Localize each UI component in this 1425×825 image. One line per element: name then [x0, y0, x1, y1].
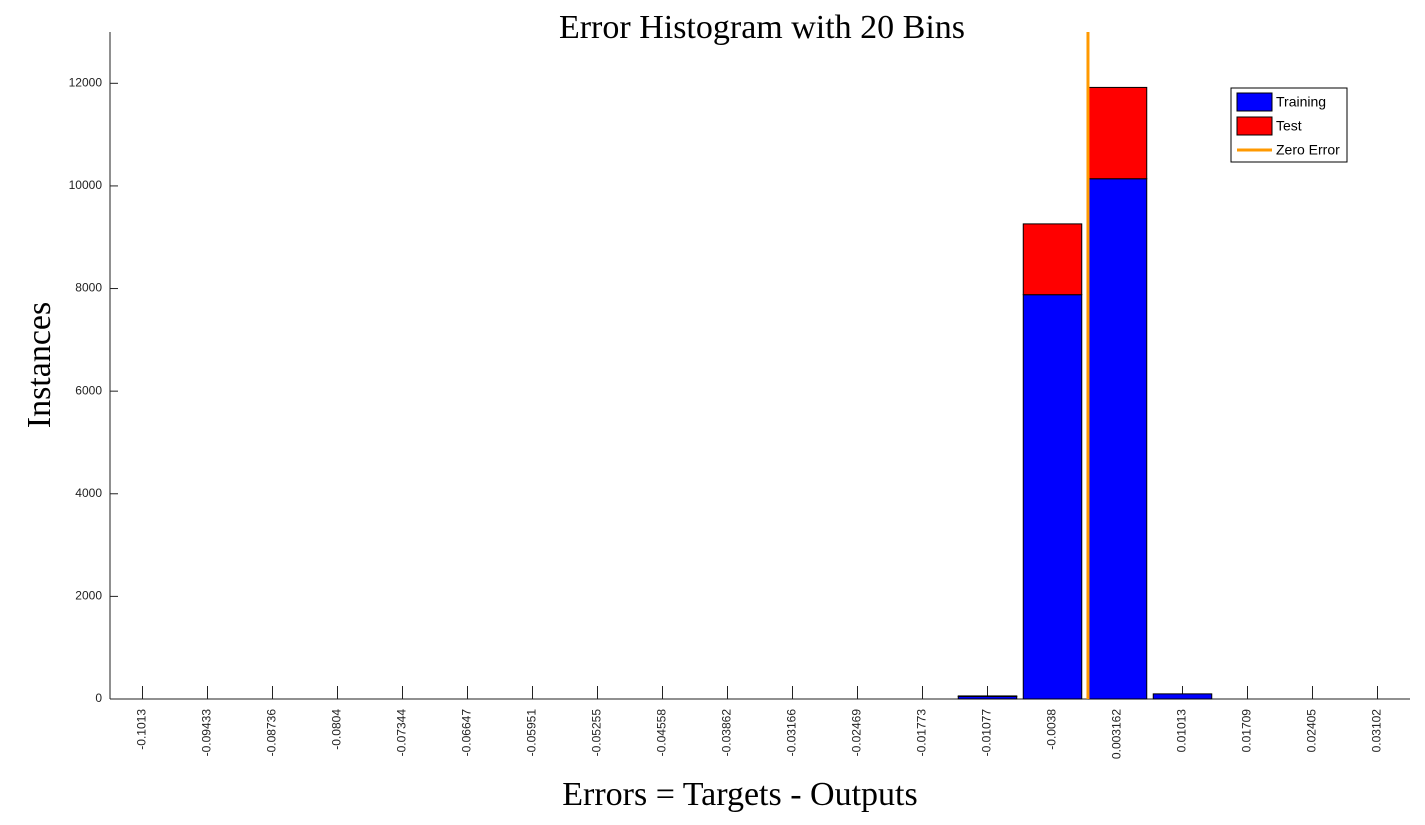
legend-swatch — [1236, 116, 1273, 136]
y-tick-label: 10000 — [69, 178, 103, 192]
bar-segment — [1152, 693, 1213, 700]
bar-segment — [1022, 223, 1083, 296]
x-tick-label: -0.09433 — [200, 709, 214, 757]
x-tick-label: -0.05255 — [590, 709, 604, 757]
x-tick-label: 0.01709 — [1240, 709, 1254, 753]
x-tick-label: 0.003162 — [1110, 709, 1124, 759]
y-axis-label: Instances — [21, 302, 58, 429]
x-tick-label: -0.04558 — [655, 709, 669, 757]
x-tick-label: -0.03862 — [720, 709, 734, 757]
x-tick-label: -0.0804 — [330, 709, 344, 750]
legend-label: Zero Error — [1276, 142, 1340, 158]
legend-swatch — [1236, 92, 1273, 112]
x-tick-label: -0.1013 — [135, 709, 149, 750]
y-tick-label: 0 — [95, 691, 102, 705]
chart-title: Error Histogram with 20 Bins — [559, 9, 965, 46]
bar-segment — [1087, 178, 1148, 700]
bar-segment — [957, 695, 1018, 697]
x-tick-label: 0.01013 — [1175, 709, 1189, 753]
bar-segment — [1087, 86, 1148, 180]
x-tick-label: -0.0038 — [1045, 709, 1059, 750]
x-tick-label: -0.05951 — [525, 709, 539, 757]
x-tick-label: -0.06647 — [460, 709, 474, 757]
x-tick-label: -0.01077 — [980, 709, 994, 757]
x-tick-label: -0.02469 — [850, 709, 864, 757]
legend-label: Training — [1276, 94, 1326, 110]
y-tick-label: 6000 — [75, 383, 102, 397]
x-axis-label: Errors = Targets - Outputs — [562, 776, 918, 813]
y-tick-label: 2000 — [75, 589, 102, 603]
y-tick-label: 12000 — [69, 75, 103, 89]
y-tick-label: 8000 — [75, 281, 102, 295]
bar-segment — [1022, 294, 1083, 700]
x-tick-label: -0.07344 — [395, 709, 409, 757]
x-tick-label: 0.03102 — [1370, 709, 1384, 753]
x-tick-label: -0.08736 — [265, 709, 279, 757]
x-tick-label: -0.01773 — [915, 709, 929, 757]
x-tick-label: 0.02405 — [1305, 709, 1319, 753]
legend-label: Test — [1276, 118, 1302, 134]
x-tick-label: -0.03166 — [785, 709, 799, 757]
y-tick-label: 4000 — [75, 486, 102, 500]
